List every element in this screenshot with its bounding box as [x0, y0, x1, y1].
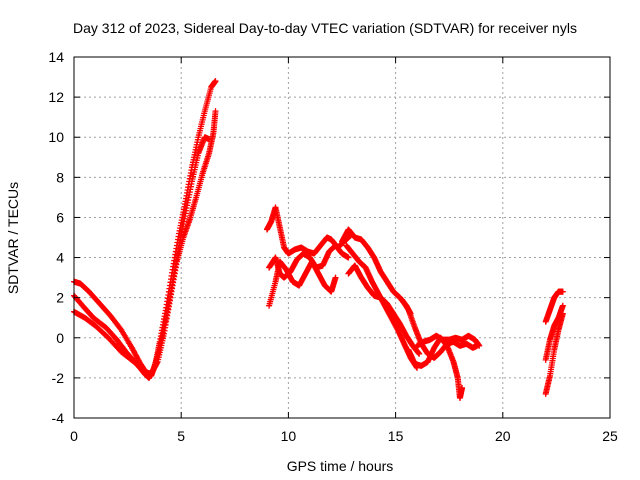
y-tick-label: -4	[52, 410, 65, 426]
y-tick-label: 0	[56, 330, 64, 346]
x-tick-label: 0	[70, 428, 78, 444]
data-point-marker	[212, 108, 219, 115]
y-tick-label: 8	[56, 169, 64, 185]
y-axis-label: SDTVAR / TECUs	[5, 182, 21, 294]
data-point-marker	[559, 288, 566, 295]
x-tick-label: 20	[495, 428, 511, 444]
x-tick-label: 15	[388, 428, 404, 444]
y-tick-label: 4	[56, 250, 64, 266]
tick-layer: 0 5 10 15 20 25 -4 -2 0 2 4 6 8 10 12 14	[48, 49, 618, 444]
data-point-marker	[212, 78, 219, 85]
chart-title: Day 312 of 2023, Sidereal Day-to-day VTE…	[73, 20, 577, 36]
x-axis-label: GPS time / hours	[287, 458, 394, 474]
y-tick-label: 2	[56, 290, 64, 306]
y-tick-label: -2	[52, 370, 65, 386]
y-tick-label: 12	[48, 89, 64, 105]
x-tick-label: 25	[602, 428, 618, 444]
data-point-marker	[345, 254, 352, 261]
plot-frame	[73, 56, 611, 419]
data-point-marker	[459, 384, 466, 391]
data-point-marker	[416, 350, 423, 357]
data-point-marker	[559, 302, 566, 309]
data-point-marker	[332, 274, 339, 281]
y-tick-label: 14	[48, 49, 64, 65]
x-tick-label: 5	[177, 428, 185, 444]
grid-layer	[74, 57, 610, 418]
y-tick-label: 6	[56, 209, 64, 225]
y-tick-label: 10	[48, 129, 64, 145]
data-layer	[71, 78, 566, 401]
x-tick-label: 10	[281, 428, 297, 444]
data-point-marker	[476, 342, 483, 349]
